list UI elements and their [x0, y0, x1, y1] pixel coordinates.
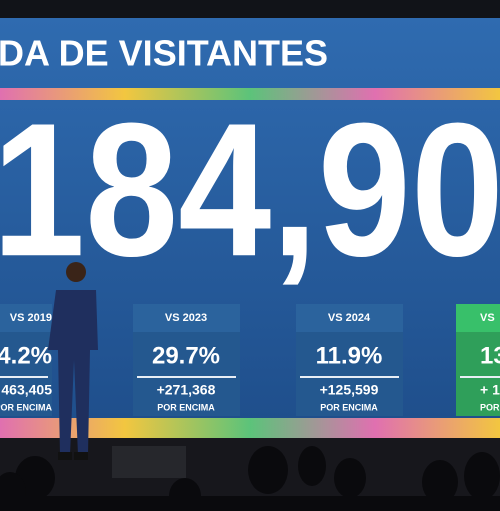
stage-monitor [112, 446, 186, 478]
comparison-cards: VS 2019 4.2% 463,405 POR ENCIMA VS 2023 29.7%… [0, 304, 500, 416]
card-divider [300, 376, 399, 378]
card-delta: +271,368 [157, 382, 216, 398]
audience [0, 446, 500, 511]
card-divider [137, 376, 236, 378]
card-note: POR ENCIMA [0, 402, 52, 412]
card-label: VS 2024 [328, 312, 371, 324]
ceiling [0, 0, 500, 20]
card-divider [460, 376, 500, 378]
card-delta: + 13 [480, 382, 500, 398]
speaker [48, 262, 98, 460]
screen-title: DA DE VISITANTES [0, 33, 328, 74]
card-divider [0, 376, 48, 378]
card-note: POR [480, 402, 500, 412]
card-delta: +125,599 [320, 382, 379, 398]
card-percent: 29.7% [152, 342, 220, 369]
card-percent: 4.2% [0, 342, 52, 369]
card-label: VS 2023 [165, 312, 207, 324]
card-label: VS 2019 [10, 312, 52, 324]
bottom-stripe [0, 418, 500, 438]
card-header [296, 304, 403, 332]
visitor-total: 184,90 [0, 84, 500, 296]
top-stripe [0, 88, 500, 100]
card-header [0, 304, 52, 332]
card-header [133, 304, 240, 332]
card-header [456, 304, 500, 332]
card-delta: 463,405 [1, 382, 52, 398]
card-note: POR ENCIMA [320, 402, 378, 412]
card-label: VS [480, 312, 495, 324]
card-percent: 11.9% [316, 342, 383, 369]
card-note: POR ENCIMA [157, 402, 215, 412]
card-percent: 13 [480, 342, 500, 369]
